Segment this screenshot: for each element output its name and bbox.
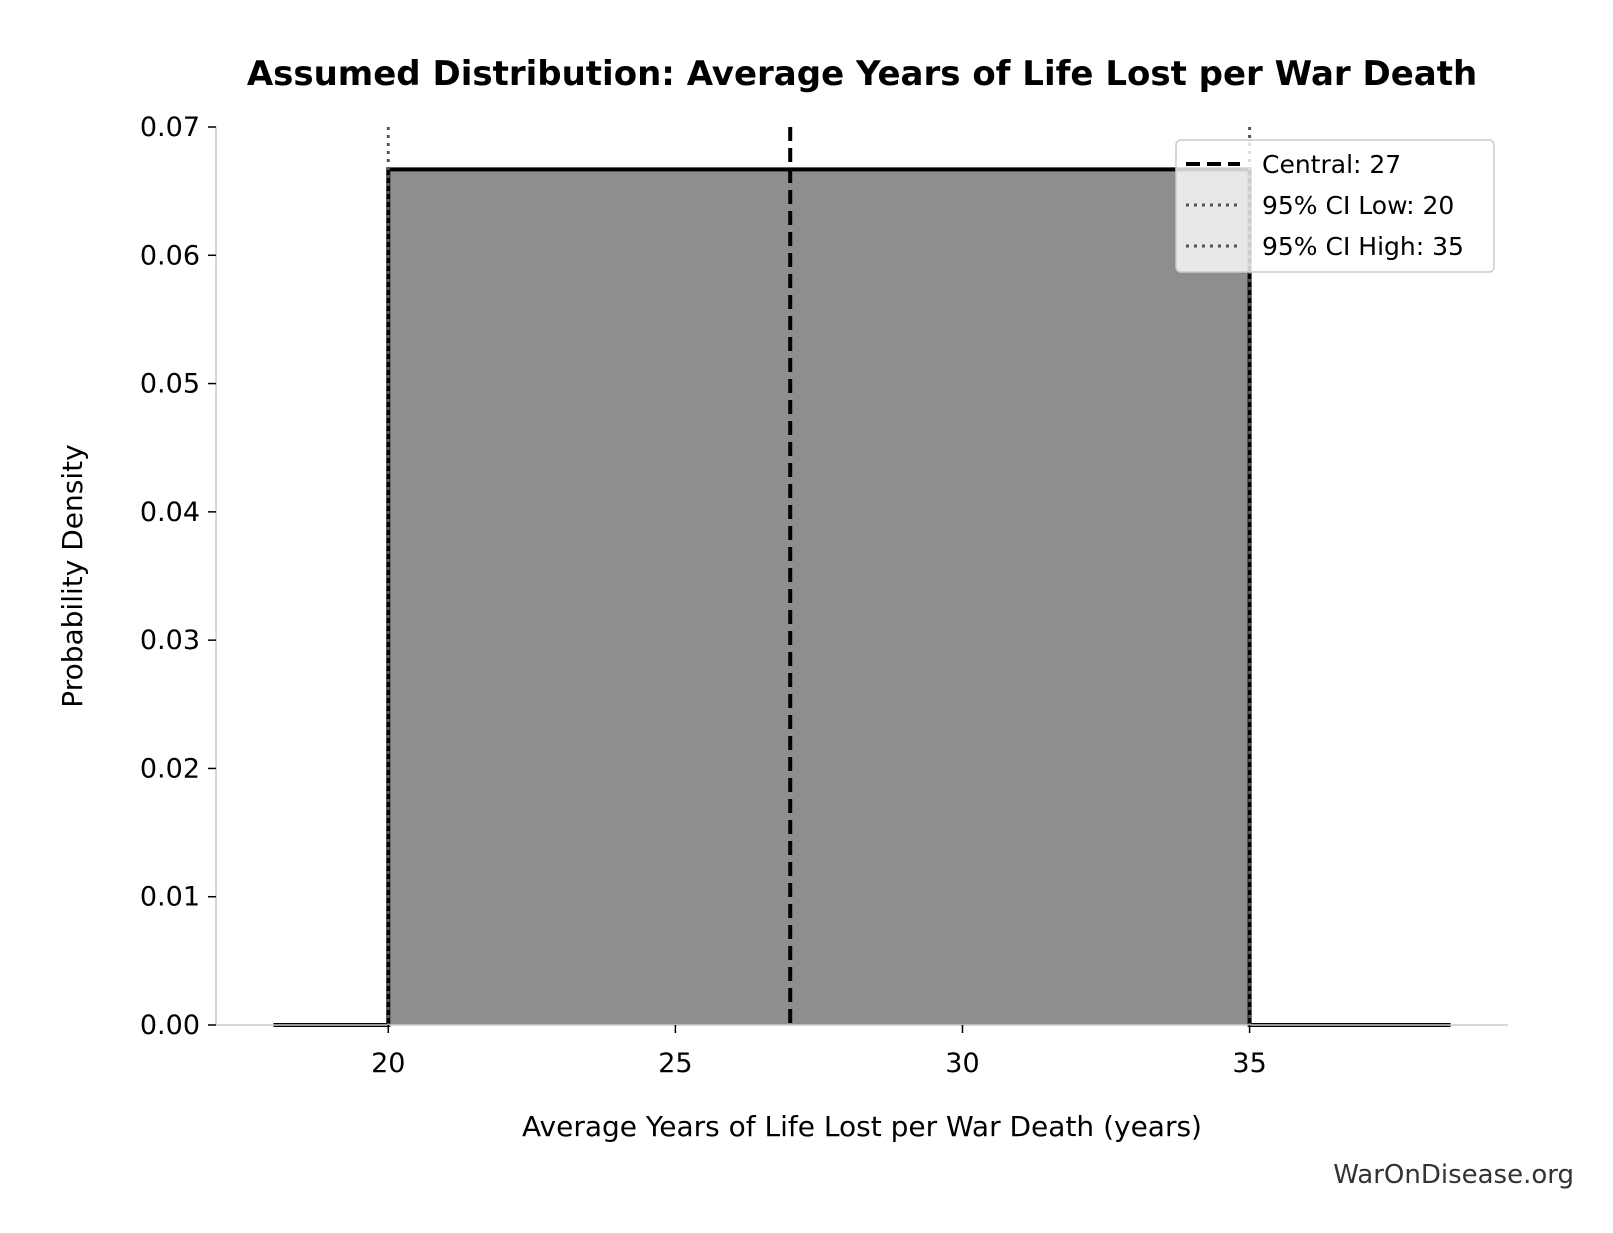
legend-label: 95% CI Low: 20: [1262, 191, 1454, 220]
y-axis-ticks: 0.00 0.01 0.02 0.03 0.04 0.05 0.06 0.07: [140, 112, 216, 1041]
legend-box: [1175, 139, 1495, 273]
y-axis-label: Probability Density: [56, 444, 89, 707]
y-tick-label: 0.06: [140, 240, 200, 271]
legend-label: 95% CI High: 35: [1262, 232, 1464, 261]
x-axis-label: Average Years of Life Lost per War Death…: [522, 1110, 1202, 1143]
y-tick-label: 0.02: [140, 753, 200, 784]
y-tick-label: 0.00: [140, 1010, 200, 1041]
legend: Central: 27 95% CI Low: 20 95% CI High: 35: [1175, 139, 1495, 273]
y-tick-label: 0.01: [140, 882, 200, 913]
x-tick-label: 35: [1232, 1048, 1266, 1079]
y-tick-label: 0.05: [140, 369, 200, 400]
x-axis-ticks: 20 25 30 35: [371, 1025, 1267, 1079]
chart-title: Assumed Distribution: Average Years of L…: [247, 54, 1477, 94]
y-tick-label: 0.03: [140, 625, 200, 656]
legend-label: Central: 27: [1262, 150, 1401, 179]
y-tick-label: 0.07: [140, 112, 200, 143]
density-fill-0: [273, 169, 1451, 1025]
x-tick-label: 20: [371, 1048, 405, 1079]
x-tick-label: 25: [658, 1048, 692, 1079]
x-tick-label: 30: [945, 1048, 979, 1079]
y-tick-label: 0.04: [140, 497, 200, 528]
watermark: WarOnDisease.org: [1333, 1160, 1574, 1190]
